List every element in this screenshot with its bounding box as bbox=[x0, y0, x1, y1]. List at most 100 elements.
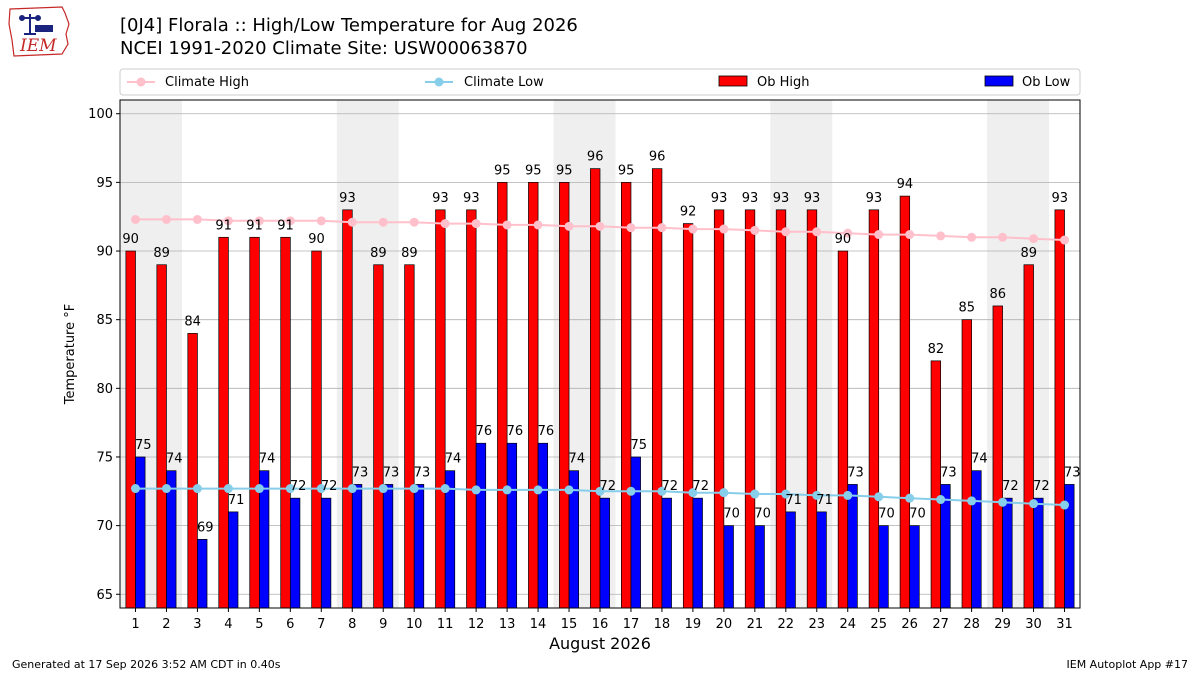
climate-low-point-14 bbox=[533, 485, 543, 495]
legend-climate-high-label: Climate High bbox=[165, 75, 249, 90]
ob-high-bar-7 bbox=[311, 250, 322, 609]
climate-high-point-31 bbox=[1060, 235, 1070, 245]
climate-low-point-21 bbox=[750, 489, 760, 499]
ob-low-label-21: 70 bbox=[754, 507, 771, 522]
ob-high-bar-30 bbox=[1023, 264, 1034, 609]
legend-climate-high-marker bbox=[136, 77, 146, 87]
climate-high-point-26 bbox=[905, 230, 915, 240]
ob-low-label-18: 72 bbox=[661, 479, 678, 494]
legend-climate-low: Climate Low bbox=[425, 75, 544, 90]
legend-ob-high-swatch bbox=[718, 75, 748, 87]
ob-high-label-1: 90 bbox=[122, 232, 139, 247]
climate-high-point-9 bbox=[378, 217, 388, 227]
x-tick-label-17: 17 bbox=[623, 617, 640, 632]
ob-high-bar-20 bbox=[713, 209, 725, 609]
climate-high-point-15 bbox=[564, 221, 574, 231]
x-tick-label-1: 1 bbox=[131, 617, 139, 632]
legend-climate-low-marker bbox=[434, 77, 444, 87]
climate-high-point-28 bbox=[967, 232, 977, 242]
ob-high-label-18: 96 bbox=[649, 150, 666, 165]
x-tick-label-8: 8 bbox=[348, 617, 356, 632]
ob-low-bar-8 bbox=[351, 484, 363, 609]
ob-low-label-2: 74 bbox=[166, 452, 183, 467]
climate-low-point-11 bbox=[440, 484, 450, 494]
climate-high-point-23 bbox=[812, 227, 822, 237]
ob-low-label-24: 73 bbox=[847, 465, 864, 480]
climate-low-point-8 bbox=[347, 484, 357, 494]
climate-high-point-12 bbox=[471, 219, 481, 229]
x-tick-label-19: 19 bbox=[685, 617, 702, 632]
ob-high-label-14: 95 bbox=[525, 163, 542, 178]
ob-high-bar-22 bbox=[775, 209, 787, 609]
y-tick-label-100: 100 bbox=[88, 107, 113, 122]
climate-low-point-5 bbox=[254, 484, 264, 494]
iowa-outline-icon bbox=[8, 6, 70, 57]
ob-high-label-21: 93 bbox=[742, 191, 759, 206]
ob-high-label-13: 95 bbox=[494, 163, 511, 178]
climate-low-point-22 bbox=[781, 489, 791, 499]
legend-ob-low: Ob Low bbox=[984, 75, 1071, 90]
ob-low-label-12: 76 bbox=[476, 424, 493, 439]
climate-high-point-14 bbox=[533, 220, 543, 230]
ob-low-label-6: 72 bbox=[290, 479, 307, 494]
x-tick-label-12: 12 bbox=[468, 617, 485, 632]
ob-low-label-17: 75 bbox=[630, 438, 647, 453]
ob-high-bar-3 bbox=[187, 333, 198, 609]
ob-low-label-15: 74 bbox=[569, 452, 586, 467]
x-tick-label-20: 20 bbox=[716, 617, 733, 632]
climate-low-point-30 bbox=[1029, 499, 1039, 509]
x-tick-label-18: 18 bbox=[654, 617, 671, 632]
ob-low-label-8: 73 bbox=[352, 465, 369, 480]
ob-high-bar-1 bbox=[125, 250, 136, 609]
ob-low-label-9: 73 bbox=[383, 465, 400, 480]
ob-high-label-2: 89 bbox=[153, 246, 170, 261]
climate-low-point-28 bbox=[967, 496, 977, 506]
weather-station-icon bbox=[19, 14, 53, 35]
ob-low-bar-24 bbox=[847, 484, 858, 609]
ob-high-bar-11 bbox=[435, 209, 446, 609]
ob-high-bar-24 bbox=[837, 250, 849, 609]
climate-high-point-21 bbox=[750, 225, 760, 235]
climate-low-point-17 bbox=[626, 486, 636, 496]
climate-low-point-6 bbox=[285, 484, 295, 494]
ob-low-bar-18 bbox=[661, 497, 672, 609]
climate-high-point-3 bbox=[192, 214, 202, 224]
climate-high-point-18 bbox=[657, 223, 667, 233]
climate-low-point-2 bbox=[161, 484, 171, 494]
climate-high-point-7 bbox=[316, 216, 326, 226]
x-tick-label-28: 28 bbox=[963, 617, 980, 632]
climate-high-point-29 bbox=[998, 232, 1008, 242]
ob-high-label-3: 84 bbox=[184, 314, 201, 329]
ob-low-label-25: 70 bbox=[878, 507, 895, 522]
climate-low-point-3 bbox=[192, 484, 202, 494]
ob-high-label-20: 93 bbox=[711, 191, 728, 206]
ob-low-bar-20 bbox=[723, 525, 734, 609]
ob-high-bar-27 bbox=[930, 360, 941, 609]
ob-high-bar-14 bbox=[528, 182, 539, 609]
ob-high-bar-31 bbox=[1054, 209, 1065, 609]
ob-low-label-5: 74 bbox=[259, 452, 276, 467]
chart-title: [0J4] Florala :: High/Low Temperature fo… bbox=[120, 15, 578, 36]
x-axis-label: August 2026 bbox=[549, 634, 651, 653]
ob-high-bar-6 bbox=[280, 236, 291, 609]
ob-high-label-28: 85 bbox=[959, 301, 976, 316]
x-tick-label-25: 25 bbox=[870, 617, 887, 632]
ob-low-bar-25 bbox=[878, 525, 889, 609]
climate-high-point-2 bbox=[161, 214, 171, 224]
ob-high-label-29: 86 bbox=[990, 287, 1007, 302]
y-tick-label-90: 90 bbox=[96, 245, 113, 260]
x-tick-label-3: 3 bbox=[193, 617, 201, 632]
climate-low-point-29 bbox=[998, 497, 1008, 507]
ob-low-label-14: 76 bbox=[538, 424, 555, 439]
ob-low-label-13: 76 bbox=[507, 424, 524, 439]
logo-text: IEM bbox=[19, 36, 57, 56]
ob-high-label-6: 91 bbox=[277, 218, 294, 233]
climate-high-point-13 bbox=[502, 220, 512, 230]
climate-low-point-18 bbox=[657, 486, 667, 496]
ob-low-label-19: 72 bbox=[692, 479, 709, 494]
y-tick-label-75: 75 bbox=[96, 450, 113, 465]
ob-low-bar-21 bbox=[754, 525, 765, 609]
ob-low-bar-13 bbox=[506, 442, 518, 609]
ob-low-bar-30 bbox=[1033, 497, 1044, 609]
ob-low-label-31: 73 bbox=[1064, 465, 1081, 480]
